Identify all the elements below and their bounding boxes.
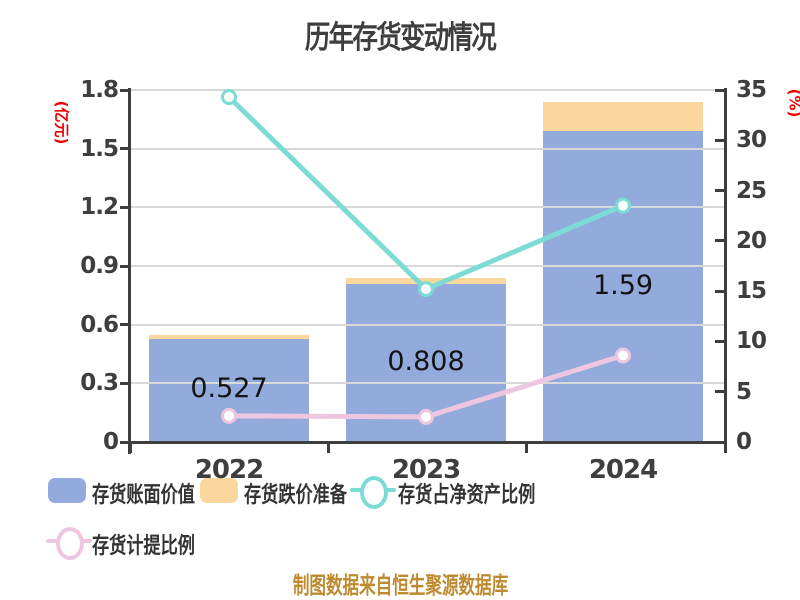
legend-label-net-asset-ratio: 存货占净资产比例 (398, 483, 536, 508)
y-axis-left-tick (120, 440, 130, 444)
y-axis-right-tick-label: 25 (736, 177, 767, 204)
gridline (131, 265, 724, 267)
y-axis-right-tick (715, 138, 725, 142)
chart-title: 历年存货变动情况 (0, 12, 800, 57)
y-axis-right-tick (715, 88, 725, 92)
chart-title-text: 历年存货变动情况 (304, 20, 497, 56)
x-axis-line (128, 441, 727, 444)
gridline (131, 206, 724, 209)
y-axis-left-tick (120, 88, 130, 92)
y-axis-right-tick-label: 35 (736, 77, 767, 103)
bar-value-label-2022: 0.527 (190, 373, 268, 405)
x-axis-tick (128, 442, 132, 453)
gridline (131, 147, 724, 150)
y-axis-right-tick-label: 0 (736, 429, 752, 455)
legend-swatch-provision (200, 478, 238, 503)
y-axis-right-tick-label: 30 (736, 127, 767, 154)
legend-swatch-book-value (48, 478, 86, 503)
y-axis-left-line (128, 88, 131, 454)
gridline (131, 89, 724, 91)
bar-provision-2023 (346, 278, 506, 284)
legend-label-book-value: 存货账面价值 (92, 483, 195, 508)
y-axis-left-tick (120, 381, 130, 385)
y-axis-left-tick-label: 1.5 (80, 135, 119, 162)
footer-note-text: 制图数据来自恒生聚源数据库 (292, 573, 508, 599)
y-axis-right-tick-label: 5 (736, 378, 752, 405)
footer-note: 制图数据来自恒生聚源数据库 (0, 566, 800, 600)
y-axis-right-tick (715, 440, 725, 444)
y-axis-left-tick (120, 147, 130, 151)
gridline (131, 323, 724, 326)
bar-provision-2024 (543, 101, 703, 132)
x-axis-tick (326, 442, 330, 453)
y-axis-right-tick (715, 239, 725, 243)
line-marker (221, 89, 237, 106)
y-axis-right-tick-label: 15 (736, 278, 767, 305)
legend-label-provision-ratio: 存货计提比例 (92, 534, 195, 559)
y-axis-left-tick-label: 1.2 (80, 194, 119, 221)
y-axis-left-tick-label: 0.9 (80, 253, 119, 279)
x-axis-tick (723, 442, 727, 453)
legend-label-provision: 存货跌价准备 (244, 483, 347, 508)
legend-marker-net-asset-ratio (360, 476, 388, 509)
x-axis-label-2022: 2022 (194, 455, 264, 485)
bar-value-label-2023: 0.808 (387, 345, 465, 377)
y-axis-right-tick (715, 189, 725, 193)
x-axis-label-2024: 2024 (588, 455, 658, 485)
y-axis-right-tick (715, 339, 725, 343)
x-axis-tick (525, 442, 529, 453)
x-axis-label-2023: 2023 (391, 455, 461, 485)
y-axis-left-tick-label: 1.8 (80, 77, 119, 103)
y-axis-left-tick (120, 323, 130, 327)
y-axis-left-tick-label: 0 (102, 429, 119, 455)
y-axis-right-tick (715, 390, 725, 394)
legend-marker-provision-ratio (56, 527, 84, 560)
y-axis-right-tick (715, 289, 725, 293)
bar-provision-2022 (149, 335, 309, 339)
y-axis-left-tick (120, 264, 130, 268)
y-axis-right-tick-label: 10 (736, 328, 767, 355)
y-axis-right-tick-label: 20 (736, 227, 767, 254)
y-axis-left-tick-label: 0.6 (80, 311, 119, 338)
y-axis-left-tick (120, 205, 130, 209)
bar-value-label-2024: 1.59 (592, 269, 654, 301)
y-axis-left-tick-label: 0.3 (80, 370, 119, 397)
y-axis-right-line (724, 88, 727, 446)
